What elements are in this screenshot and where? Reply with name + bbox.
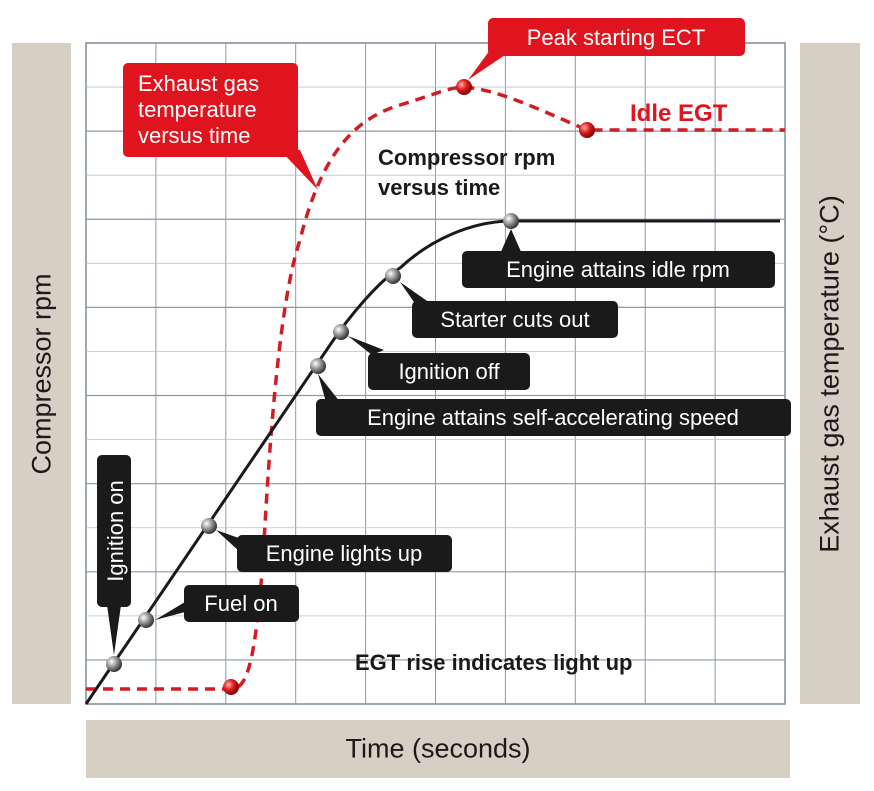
idle-rpm-marker [503, 213, 519, 229]
fuel-on-callout: Fuel on [155, 585, 299, 622]
fuel-on-label: Fuel on [204, 591, 277, 616]
ignition-on-marker [106, 656, 122, 672]
idle-egt-marker [579, 122, 595, 138]
egt-axis-band: Exhaust gas temperature (°C) [800, 43, 860, 704]
engine-lights-up-label: Engine lights up [266, 541, 423, 566]
ignition-off-label: Ignition off [398, 359, 500, 384]
peak-ect-marker [456, 79, 472, 95]
rpm-curve-label-line-1: Compressor rpm [378, 145, 555, 170]
rpm-curve [84, 219, 780, 705]
ignition-on-callout: Ignition on [97, 455, 131, 655]
idle-rpm-label: Engine attains idle rpm [506, 257, 730, 282]
self-accelerating-callout: Engine attains self-accelerating speed [316, 374, 791, 436]
engine-lights-up-marker [201, 518, 217, 534]
ignition-off-callout: Ignition off [348, 336, 530, 390]
egt-rise-note: EGT rise indicates light up [355, 650, 633, 675]
self-accelerating-marker [310, 358, 326, 374]
ignition-off-marker [333, 324, 349, 340]
rpm-curve-label-line-2: versus time [378, 175, 500, 200]
self-accelerating-label: Engine attains self-accelerating speed [367, 405, 739, 430]
time-axis-band: Time (seconds) [86, 720, 790, 778]
starter-cuts-out-callout: Starter cuts out [400, 282, 618, 338]
egt-light-up-marker [223, 679, 239, 695]
egt-curve-label-line-3: versus time [138, 123, 250, 148]
peak-ect-callout: Peak starting ECT [468, 18, 745, 80]
fuel-on-marker [138, 612, 154, 628]
egt-curve-label-line-1: Exhaust gas [138, 71, 259, 96]
idle-egt-label: Idle EGT [630, 100, 728, 127]
ignition-on-label: Ignition on [103, 480, 128, 582]
idle-rpm-callout: Engine attains idle rpm [462, 229, 775, 288]
peak-ect-label: Peak starting ECT [527, 25, 706, 50]
starter-cuts-out-label: Starter cuts out [440, 307, 589, 332]
starter-cuts-out-marker [385, 268, 401, 284]
egt-curve-callout: Exhaust gas temperature versus time [123, 63, 318, 190]
egt-curve-label-line-2: temperature [138, 97, 257, 122]
compressor-rpm-axis-band: Compressor rpm [12, 43, 71, 704]
engine-lights-up-callout: Engine lights up [216, 530, 452, 572]
time-axis-label: Time (seconds) [345, 733, 531, 764]
